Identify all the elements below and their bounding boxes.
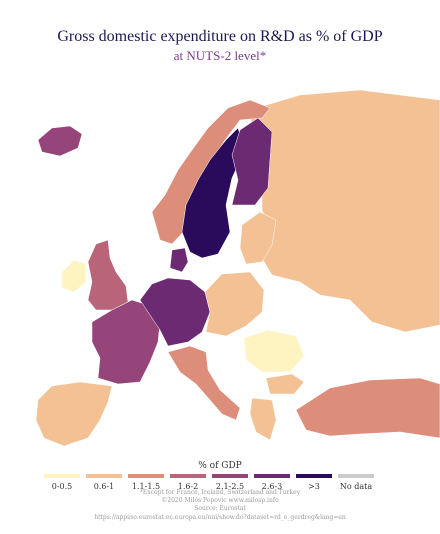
legend-label-6: >3 xyxy=(308,482,320,491)
legend-swatch-0 xyxy=(44,474,80,478)
europe-choropleth-map xyxy=(35,89,440,447)
region-finland xyxy=(231,117,273,206)
legend-label-7: No data xyxy=(339,482,373,491)
region-baltics xyxy=(239,211,277,265)
map-subtitle: at NUTS-2 level* xyxy=(173,48,267,63)
footnote-url: https://appsso.eurostat.ec.europa.eu/nui… xyxy=(94,513,346,521)
legend-label-4: 2.1-2.5 xyxy=(215,482,245,491)
legend-swatch-6 xyxy=(296,474,332,478)
legend: 0-0.5 0.6-1 1.1-1.5 1.6-2 2.1-2.5 2.6-3 … xyxy=(44,474,374,494)
map-title: Gross domestic expenditure on R&D as % o… xyxy=(57,28,383,45)
footnote-source: Source: Eurostat xyxy=(194,505,246,513)
footnote-copyright: ©2020 Milos Popovic www.milosp.info xyxy=(161,497,279,505)
region-turkey xyxy=(295,377,440,439)
region-belarus-ukraine-russia xyxy=(249,89,440,333)
footnote-exceptions: *Except for France, Ireland, Switzerland… xyxy=(139,489,301,496)
legend-swatch-5 xyxy=(254,474,290,478)
region-united-kingdom xyxy=(87,239,129,311)
region-bulgaria xyxy=(265,373,305,395)
legend-label-3: 1.6-2 xyxy=(177,482,199,491)
footnotes: *Except for France, Ireland, Switzerland… xyxy=(0,489,440,522)
legend-label-1: 0.6-1 xyxy=(93,482,115,491)
region-iceland xyxy=(37,125,83,157)
region-denmark xyxy=(169,247,189,273)
legend-label-5: 2.6-3 xyxy=(261,482,283,491)
legend-swatch-4 xyxy=(212,474,248,478)
legend-swatch-3 xyxy=(170,474,206,478)
legend-label-0: 0-0.5 xyxy=(51,482,73,491)
region-france xyxy=(91,299,161,385)
legend-swatch-1 xyxy=(86,474,122,478)
region-romania xyxy=(243,329,305,373)
legend-swatch-2 xyxy=(128,474,164,478)
region-poland xyxy=(204,271,265,337)
region-ireland xyxy=(61,259,87,293)
legend-swatch-7 xyxy=(338,474,374,478)
region-italy xyxy=(167,345,241,421)
region-greece xyxy=(249,397,277,441)
legend-label-2: 1.1-1.5 xyxy=(131,482,161,491)
legend-title: % of GDP xyxy=(198,461,242,471)
region-iberia xyxy=(35,381,113,447)
